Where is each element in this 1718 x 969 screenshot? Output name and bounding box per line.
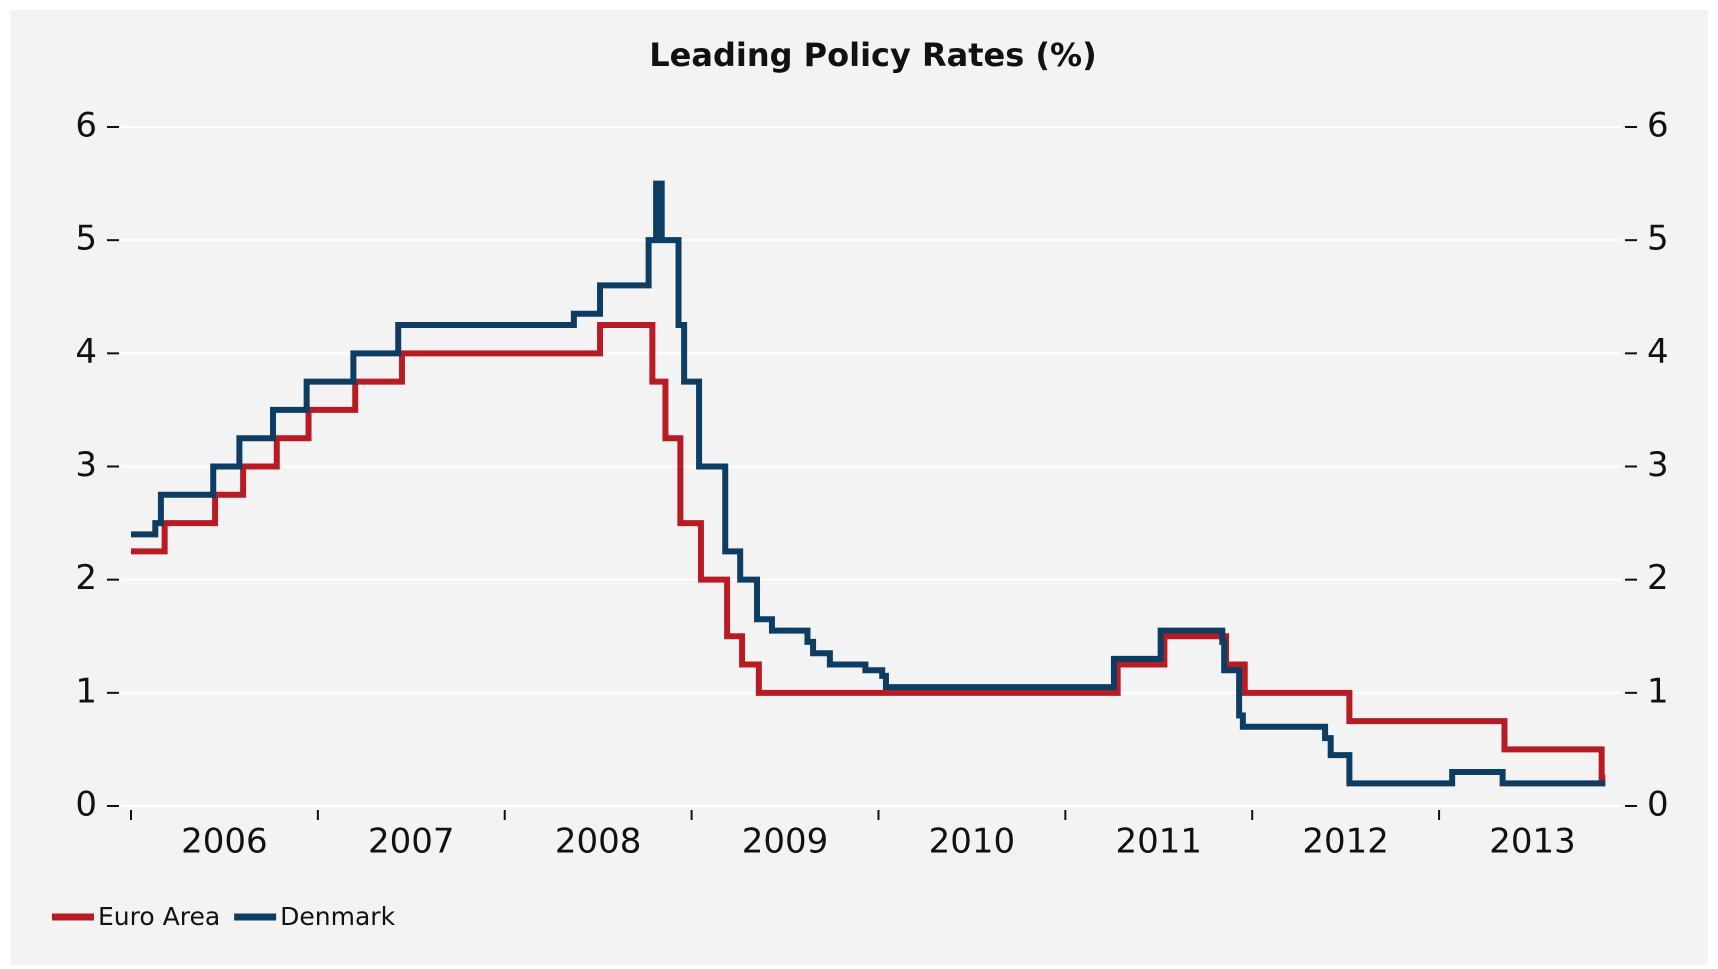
y-tick-label: 5 — [75, 219, 97, 259]
legend-label: Denmark — [280, 902, 395, 931]
y2-tick-label: 1 — [1647, 671, 1669, 711]
x-tick-label: 2007 — [368, 822, 455, 862]
y-tick-label: 0 — [75, 785, 97, 825]
x-tick-label: 2006 — [181, 822, 268, 862]
y2-tick-label: 4 — [1647, 332, 1669, 372]
y-tick-label: 1 — [75, 671, 97, 711]
y2-tick-label: 3 — [1647, 445, 1669, 485]
step-line — [131, 180, 1606, 787]
x-tick-label: 2012 — [1302, 822, 1389, 862]
x-tick-label: 2010 — [929, 822, 1016, 862]
x-tick-label: 2013 — [1489, 822, 1576, 862]
x-tick-label: 2009 — [742, 822, 829, 862]
y-tick-label: 4 — [75, 332, 97, 372]
y2-tick-label: 5 — [1647, 219, 1669, 259]
y-tick-label: 2 — [75, 558, 97, 598]
x-tick-label: 2011 — [1116, 822, 1203, 862]
step-line — [131, 322, 1606, 781]
y2-tick-label: 0 — [1647, 785, 1669, 825]
y-tick-label: 3 — [75, 445, 97, 485]
x-tick-label: 2008 — [555, 822, 642, 862]
y-tick-label: 6 — [75, 106, 97, 146]
legend-label: Euro Area — [98, 902, 220, 931]
y2-tick-label: 2 — [1647, 558, 1669, 598]
y2-tick-label: 6 — [1647, 106, 1669, 146]
chart-title: Leading Policy Rates (%) — [649, 36, 1096, 74]
